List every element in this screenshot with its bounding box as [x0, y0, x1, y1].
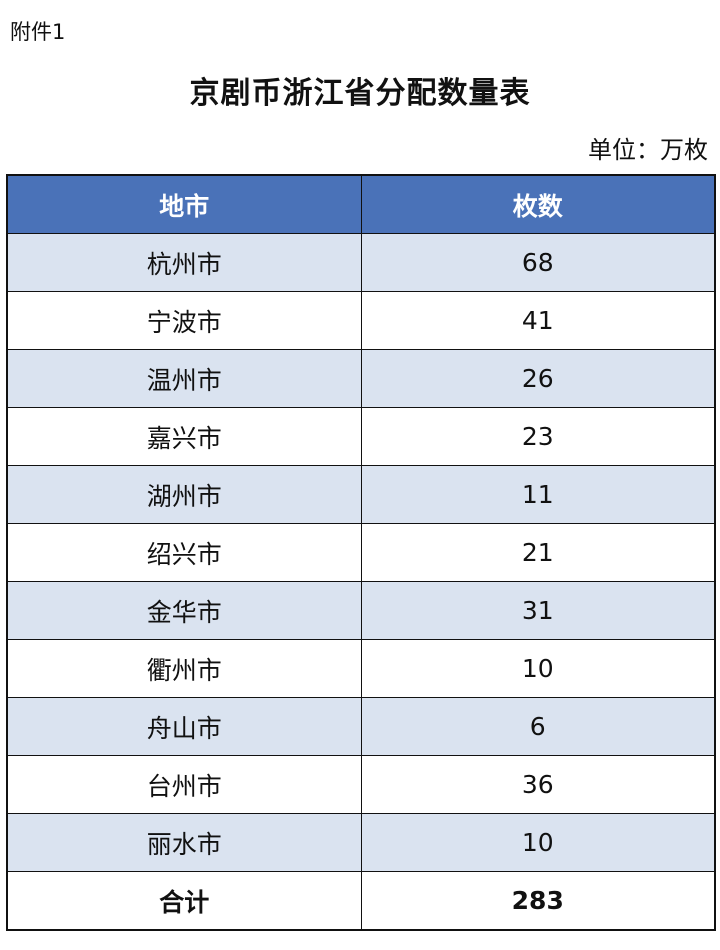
table-row: 丽水市 10	[6, 813, 716, 872]
attachment-label: 附件1	[10, 20, 66, 44]
table-row: 湖州市 11	[6, 465, 716, 524]
table-row: 衢州市 10	[6, 639, 716, 698]
table-row: 杭州市 68	[6, 233, 716, 292]
table-row: 嘉兴市 23	[6, 407, 716, 466]
header-city: 地市	[6, 174, 362, 234]
cell-city: 绍兴市	[6, 523, 362, 582]
cell-city: 湖州市	[6, 465, 362, 524]
cell-city: 金华市	[6, 581, 362, 640]
cell-city: 丽水市	[6, 813, 362, 872]
cell-city: 杭州市	[6, 233, 362, 292]
cell-count: 6	[360, 697, 716, 756]
cell-city: 温州市	[6, 349, 362, 408]
cell-city: 台州市	[6, 755, 362, 814]
allocation-table: 地市 枚数 杭州市 68 宁波市 41 温州市 26 嘉兴市 23 湖州市 11 绍兴市 21 金华市 3…	[6, 174, 716, 931]
table-header-row: 地市 枚数	[6, 174, 716, 234]
header-count: 枚数	[360, 174, 716, 234]
total-count: 283	[360, 871, 716, 931]
cell-count: 41	[360, 291, 716, 350]
cell-count: 11	[360, 465, 716, 524]
cell-count: 10	[360, 639, 716, 698]
cell-city: 舟山市	[6, 697, 362, 756]
cell-city: 宁波市	[6, 291, 362, 350]
cell-city: 嘉兴市	[6, 407, 362, 466]
table-row: 温州市 26	[6, 349, 716, 408]
cell-city: 衢州市	[6, 639, 362, 698]
table-row: 绍兴市 21	[6, 523, 716, 582]
cell-count: 26	[360, 349, 716, 408]
table-row: 舟山市 6	[6, 697, 716, 756]
unit-label: 单位：万枚	[588, 136, 708, 164]
cell-count: 68	[360, 233, 716, 292]
cell-count: 23	[360, 407, 716, 466]
total-label: 合计	[6, 871, 362, 931]
cell-count: 10	[360, 813, 716, 872]
cell-count: 31	[360, 581, 716, 640]
cell-count: 36	[360, 755, 716, 814]
table-row: 台州市 36	[6, 755, 716, 814]
page-title: 京剧币浙江省分配数量表	[189, 76, 531, 111]
table-row: 宁波市 41	[6, 291, 716, 350]
table-row: 金华市 31	[6, 581, 716, 640]
total-row: 合计 283	[6, 871, 716, 931]
cell-count: 21	[360, 523, 716, 582]
